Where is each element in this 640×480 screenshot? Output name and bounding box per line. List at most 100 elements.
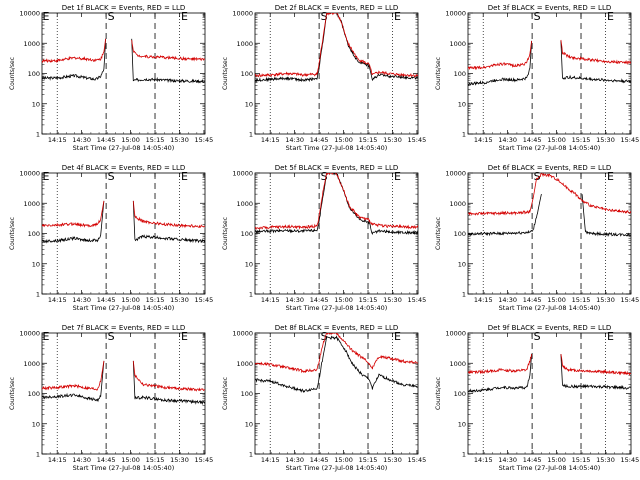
start-marker-label: S	[321, 330, 328, 343]
x-axis-label: Start Time (27-Jul-08 14:05:40)	[286, 144, 388, 152]
plot-frame	[467, 12, 632, 135]
x-tick-label: 15:00	[334, 296, 353, 304]
y-tick-label: 1000	[236, 360, 253, 368]
y-tick-label: 10	[245, 100, 253, 108]
chart-title: Det 2f BLACK = Events, RED = LLD	[275, 4, 398, 12]
lld-series-line	[42, 360, 105, 391]
end-marker-label: E	[394, 170, 401, 183]
plot-frame	[41, 172, 206, 295]
y-tick-label: 10	[32, 420, 40, 428]
chart-svg: Det 2f BLACK = Events, RED = LLD 1 10 100 10…	[222, 4, 426, 152]
x-tick-label: 15:15	[359, 296, 378, 304]
events-series-line	[255, 173, 418, 236]
lld-series-line	[560, 354, 631, 376]
y-tick-label: 1	[36, 291, 40, 299]
x-tick-label: 14:45	[97, 296, 116, 304]
end-marker-label: E	[43, 170, 50, 183]
y-tick-label: 1000	[449, 360, 466, 368]
lld-series-line	[468, 40, 532, 71]
lld-series-line	[42, 200, 105, 228]
y-tick-label: 10	[32, 100, 40, 108]
x-tick-label: 14:45	[310, 136, 329, 144]
x-tick-label: 15:00	[121, 136, 140, 144]
y-tick-label: 1	[36, 451, 40, 459]
detector-panel: Det 9f BLACK = Events, RED = LLD 1 10 100 10…	[426, 320, 639, 480]
end-marker-label: E	[181, 330, 188, 343]
x-tick-label: 14:30	[72, 136, 91, 144]
chart-title: Det 1f BLACK = Events, RED = LLD	[62, 4, 185, 12]
chart-svg: Det 7f BLACK = Events, RED = LLD 1 10 100 10…	[9, 324, 213, 472]
end-marker-label: E	[394, 330, 401, 343]
x-tick-label: 14:15	[261, 296, 280, 304]
end-marker-label: E	[181, 10, 188, 23]
detector-panel: Det 5f BLACK = Events, RED = LLD 1 10 100 10…	[213, 160, 426, 320]
lld-series-line	[255, 333, 418, 374]
y-tick-label: 1000	[449, 200, 466, 208]
detector-panel: Det 1f BLACK = Events, RED = LLD 1 10 100 10…	[0, 0, 213, 160]
end-marker-label: E	[394, 10, 401, 23]
events-series-line	[468, 194, 542, 237]
chart-title: Det 5f BLACK = Events, RED = LLD	[275, 164, 398, 172]
y-axis-label: Counts/sec	[222, 57, 229, 90]
start-marker-label: S	[321, 170, 328, 183]
x-axis-label: Start Time (27-Jul-08 14:05:40)	[286, 304, 388, 312]
events-series-line	[131, 38, 205, 84]
y-tick-label: 100	[28, 70, 40, 78]
y-tick-label: 1000	[449, 40, 466, 48]
plot-frame	[467, 332, 632, 455]
start-marker-label: S	[534, 10, 541, 23]
end-marker-label: E	[43, 330, 50, 343]
y-tick-label: 10000	[445, 170, 466, 178]
x-tick-label: 15:15	[572, 456, 591, 464]
x-axis-label: Start Time (27-Jul-08 14:05:40)	[499, 304, 601, 312]
start-marker-label: S	[108, 170, 115, 183]
x-tick-label: 15:15	[146, 456, 165, 464]
y-tick-label: 100	[454, 390, 466, 398]
y-tick-label: 1	[462, 131, 466, 139]
y-axis-label: Counts/sec	[435, 57, 442, 90]
lld-series-line	[132, 360, 205, 392]
events-series-line	[255, 335, 418, 393]
y-tick-label: 10000	[445, 330, 466, 338]
y-axis-label: Counts/sec	[435, 377, 442, 410]
detector-panel: Det 6f BLACK = Events, RED = LLD 1 10 100 10…	[426, 160, 639, 320]
y-tick-label: 1	[249, 131, 253, 139]
x-tick-label: 15:45	[621, 456, 639, 464]
chart-title: Det 7f BLACK = Events, RED = LLD	[62, 324, 185, 332]
chart-svg: Det 5f BLACK = Events, RED = LLD 1 10 100 10…	[222, 164, 426, 312]
lld-series-line	[560, 39, 631, 65]
x-axis-label: Start Time (27-Jul-08 14:05:40)	[73, 144, 175, 152]
start-marker-label: S	[108, 330, 115, 343]
y-tick-label: 10000	[445, 10, 466, 18]
chart-title: Det 6f BLACK = Events, RED = LLD	[488, 164, 611, 172]
x-tick-label: 14:45	[523, 136, 542, 144]
y-tick-label: 1000	[23, 360, 40, 368]
x-tick-label: 15:45	[621, 296, 639, 304]
detector-panel: Det 7f BLACK = Events, RED = LLD 1 10 100 10…	[0, 320, 213, 480]
start-marker-label: S	[534, 170, 541, 183]
x-tick-label: 15:45	[408, 456, 426, 464]
x-tick-label: 15:30	[596, 136, 615, 144]
x-tick-label: 15:30	[596, 456, 615, 464]
chart-svg: Det 8f BLACK = Events, RED = LLD 1 10 100 10…	[222, 324, 426, 472]
y-tick-label: 10	[32, 260, 40, 268]
detector-panel: Det 3f BLACK = Events, RED = LLD 1 10 100 10…	[426, 0, 639, 160]
chart-svg: Det 3f BLACK = Events, RED = LLD 1 10 100 10…	[435, 4, 639, 152]
x-tick-label: 14:30	[498, 296, 517, 304]
y-tick-label: 100	[454, 230, 466, 238]
x-tick-label: 14:15	[48, 296, 67, 304]
plot-frame	[254, 172, 419, 295]
y-tick-label: 10000	[19, 170, 40, 178]
plot-frame	[41, 12, 206, 135]
x-axis-label: Start Time (27-Jul-08 14:05:40)	[286, 464, 388, 472]
y-tick-label: 1000	[23, 200, 40, 208]
x-tick-label: 14:30	[498, 456, 517, 464]
y-tick-label: 1000	[236, 40, 253, 48]
x-tick-label: 15:45	[195, 456, 213, 464]
x-tick-label: 15:00	[547, 136, 566, 144]
lld-series-line	[468, 354, 532, 375]
x-tick-label: 15:15	[572, 296, 591, 304]
x-tick-label: 15:00	[334, 136, 353, 144]
end-marker-label: E	[43, 10, 50, 23]
y-axis-label: Counts/sec	[222, 377, 229, 410]
